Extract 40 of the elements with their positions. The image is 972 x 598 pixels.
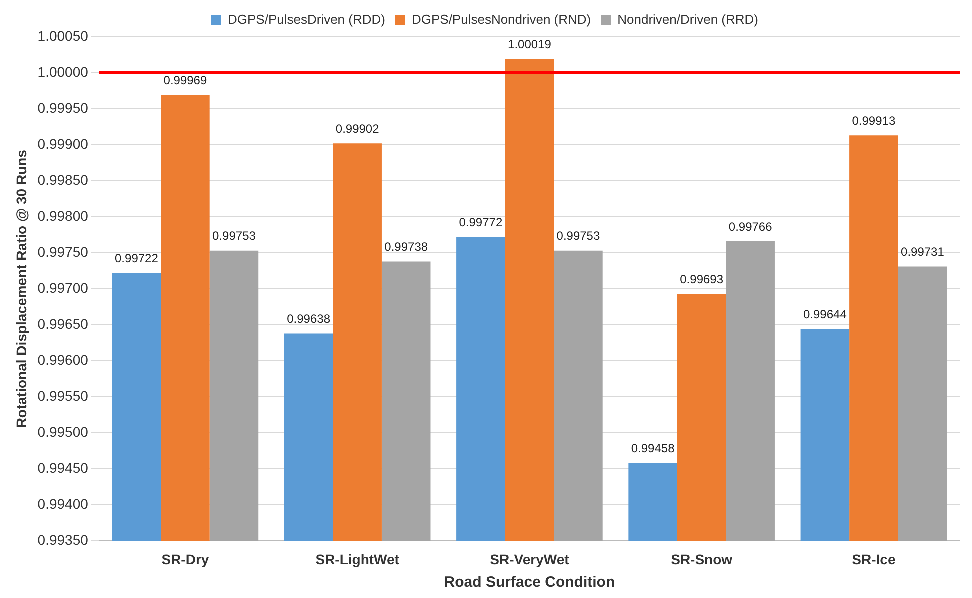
- data-label: 0.99458: [631, 442, 676, 456]
- y-tick-label: 0.99750: [38, 244, 89, 260]
- data-label: 0.99766: [728, 220, 773, 234]
- x-tick-label: SR-Dry: [162, 551, 210, 568]
- y-tick-label: 0.99900: [38, 136, 89, 152]
- data-label: 0.99693: [680, 272, 724, 286]
- data-label: 0.99731: [901, 245, 945, 260]
- data-label: 0.99753: [212, 229, 256, 244]
- x-tick-label: SR-LightWet: [316, 551, 400, 568]
- y-tick-label: 0.99450: [38, 460, 89, 476]
- data-label: 0.99638: [287, 312, 331, 326]
- y-tick-label: 0.99550: [38, 388, 89, 404]
- y-axis-title: Rotational Displacement Ratio @ 30 Runs: [13, 150, 30, 428]
- y-tick-label: 0.99650: [38, 316, 89, 332]
- y-tick-label: 0.99400: [38, 496, 89, 512]
- data-label: 0.99722: [115, 252, 159, 266]
- data-label: 0.99772: [459, 216, 503, 230]
- legend-label: Nondriven/Driven (RRD): [618, 12, 759, 28]
- y-tick-label: 0.99500: [38, 424, 89, 440]
- y-tick-label: 0.99700: [38, 280, 89, 296]
- x-axis-title: Road Surface Condition: [444, 574, 616, 592]
- data-label: 0.99969: [164, 74, 208, 88]
- x-tick-label: SR-VeryWet: [490, 551, 570, 568]
- data-label: 0.99753: [556, 229, 600, 244]
- data-label: 0.99902: [336, 122, 380, 136]
- data-label: 0.99644: [803, 308, 848, 322]
- y-tick-label: 1.00000: [38, 64, 89, 80]
- data-label: 1.00019: [508, 38, 552, 52]
- y-tick-label: 0.99850: [38, 172, 89, 188]
- x-tick-label: SR-Ice: [852, 551, 896, 568]
- data-label: 0.99738: [384, 240, 428, 254]
- legend-label: DGPS/PulsesDriven (RDD): [228, 12, 386, 28]
- y-tick-label: 1.00050: [38, 28, 89, 44]
- y-tick-label: 0.99950: [38, 100, 89, 116]
- y-tick-label: 0.99350: [38, 532, 89, 548]
- y-tick-label: 0.99600: [38, 352, 89, 368]
- data-label: 0.99913: [852, 114, 896, 128]
- x-tick-label: SR-Snow: [671, 551, 733, 568]
- y-tick-label: 0.99800: [38, 208, 89, 224]
- legend-label: DGPS/PulsesNondriven (RND): [412, 12, 592, 28]
